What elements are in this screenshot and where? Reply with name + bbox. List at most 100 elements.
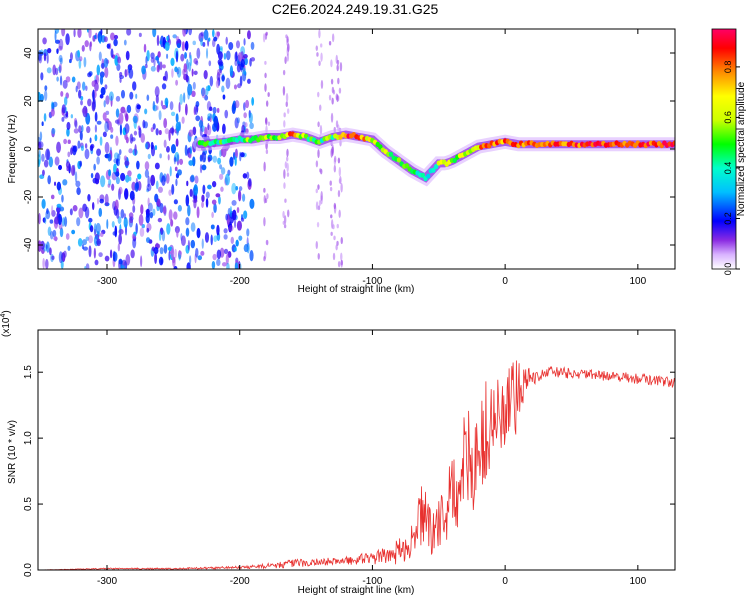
noise-blob	[163, 118, 168, 129]
noise-blob	[166, 53, 169, 59]
noise-blob	[150, 141, 154, 150]
noise-blob	[63, 216, 68, 227]
noise-blob	[231, 102, 236, 115]
noise-blob	[211, 199, 217, 205]
noise-blob	[106, 120, 112, 131]
noise-streak-blob	[335, 120, 339, 128]
noise-blob	[120, 172, 126, 182]
noise-blob	[230, 236, 234, 245]
noise-streak-blob	[264, 83, 267, 92]
noise-blob	[62, 79, 68, 89]
noise-blob	[41, 121, 44, 127]
noise-blob	[79, 130, 83, 141]
noise-blob	[159, 202, 164, 214]
noise-blob	[249, 250, 254, 262]
noise-blob	[56, 76, 59, 82]
noise-blob	[187, 83, 193, 96]
noise-blob	[78, 125, 82, 133]
noise-streak-blob	[266, 239, 269, 246]
noise-blob	[54, 156, 60, 166]
y-tick-label: 40	[23, 47, 34, 59]
noise-blob	[71, 229, 76, 235]
noise-streak-blob	[266, 193, 269, 200]
noise-blob	[115, 176, 120, 185]
x-tick-label: -300	[97, 576, 117, 587]
noise-blob	[225, 253, 229, 265]
noise-blob	[65, 76, 71, 83]
noise-blob	[196, 47, 201, 59]
noise-blob	[100, 29, 103, 35]
noise-blob	[170, 143, 176, 154]
noise-blob	[185, 74, 189, 83]
noise-blob	[131, 233, 136, 240]
noise-blob	[123, 39, 127, 46]
noise-blob	[146, 188, 150, 193]
noise-blob	[110, 134, 114, 139]
noise-blob	[234, 51, 238, 62]
noise-blob	[54, 67, 59, 76]
noise-blob	[161, 175, 166, 186]
noise-blob	[129, 190, 135, 201]
noise-blob	[117, 243, 121, 252]
noise-blob	[39, 93, 44, 102]
ridge-cell	[420, 172, 426, 178]
noise-blob	[132, 237, 137, 249]
noise-blob	[128, 68, 134, 79]
noise-blob	[145, 237, 151, 243]
noise-blob	[185, 194, 190, 207]
noise-blob	[45, 148, 51, 161]
ridge-cell	[425, 173, 431, 179]
colorbar-tick-label: 0.6	[723, 111, 733, 124]
noise-streak-blob	[336, 223, 339, 229]
noise-blob	[174, 66, 178, 73]
noise-blob	[215, 193, 221, 198]
noise-blob	[175, 121, 181, 132]
noise-blob	[94, 111, 98, 122]
noise-blob	[140, 133, 146, 143]
noise-blob	[200, 37, 203, 47]
y-tick-label: 1.0	[23, 431, 34, 445]
noise-blob	[116, 158, 120, 167]
noise-streak-blob	[265, 117, 268, 126]
noise-blob	[98, 252, 103, 258]
noise-blob	[44, 85, 48, 91]
noise-streak-blob	[285, 101, 288, 108]
snr-series-line	[38, 360, 675, 570]
noise-blob	[156, 198, 161, 207]
noise-blob	[75, 180, 81, 188]
noise-blob	[222, 123, 226, 134]
noise-streak-blob	[317, 205, 321, 211]
noise-blob	[61, 116, 65, 122]
noise-blob	[47, 48, 52, 54]
noise-blob	[110, 48, 114, 58]
noise-blob	[225, 213, 228, 221]
noise-blob	[44, 216, 47, 225]
noise-blob	[41, 198, 46, 209]
noise-blob	[185, 103, 188, 116]
noise-blob	[169, 166, 172, 177]
noise-blob	[159, 61, 163, 71]
noise-blob	[77, 49, 80, 58]
noise-streak-blob	[332, 89, 336, 95]
noise-streak-blob	[340, 259, 343, 266]
ridge-cell	[431, 167, 436, 173]
noise-blob	[204, 232, 210, 243]
noise-blob	[137, 173, 142, 180]
noise-blob	[223, 228, 228, 234]
noise-blob	[50, 101, 54, 108]
noise-streak-blob	[330, 231, 333, 236]
noise-blob	[192, 40, 197, 46]
noise-blob	[224, 173, 230, 186]
noise-streak-blob	[337, 260, 341, 268]
noise-streak-blob	[333, 235, 336, 241]
noise-blob	[234, 262, 238, 269]
noise-blob	[81, 45, 85, 52]
noise-blob	[233, 84, 238, 90]
y-tick-label: 1.5	[23, 365, 34, 379]
noise-blob	[146, 94, 150, 101]
noise-blob	[195, 247, 199, 258]
noise-blob	[246, 228, 250, 237]
noise-blob	[235, 239, 239, 247]
noise-blob	[58, 164, 63, 171]
